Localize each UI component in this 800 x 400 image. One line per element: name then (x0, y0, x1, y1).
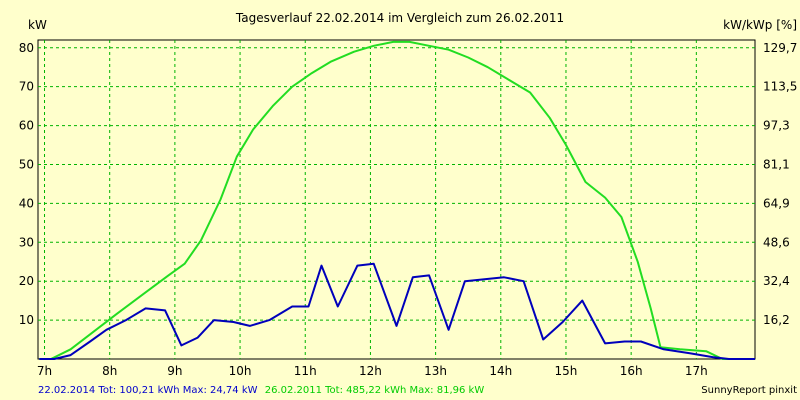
y-tick-label-left: 20 (19, 274, 34, 288)
x-tick-label: 12h (359, 364, 382, 378)
plot-border (37, 39, 756, 360)
series-line-22-02-2014 (39, 262, 755, 360)
y-tick-label-left: 10 (19, 313, 34, 327)
x-tick-label: 17h (685, 364, 708, 378)
y-tick-label-right: 97,3 (763, 119, 790, 133)
y-tick-label-left: 40 (19, 196, 34, 210)
x-tick-label: 14h (489, 364, 512, 378)
x-tick-label: 10h (229, 364, 252, 378)
y-tick-label-left: 50 (19, 157, 34, 171)
x-tick-label: 8h (102, 364, 117, 378)
x-tick-label: 11h (294, 364, 317, 378)
series-layer (39, 40, 755, 360)
legend-2011-stats: 26.02.2011 Tot: 485,22 kWh Max: 81,96 kW (265, 385, 485, 396)
x-tick-label: 16h (620, 364, 643, 378)
x-tick-label: 7h (37, 364, 52, 378)
y-tick-label-right: 48,6 (763, 235, 790, 249)
x-tick-label: 13h (424, 364, 447, 378)
plot-area (37, 39, 756, 360)
y-tick-label-right: 81,1 (763, 157, 790, 171)
y-tick-label-right: 16,2 (763, 313, 790, 327)
y-tick-label-right: 113,5 (763, 80, 797, 94)
series-line-26-02-2011 (39, 40, 755, 360)
y-tick-label-left: 60 (19, 119, 34, 133)
y-tick-label-right: 129,7 (763, 41, 797, 55)
left-axis-label: kW (28, 18, 47, 32)
y-tick-label-right: 64,9 (763, 196, 790, 210)
x-tick-label: 9h (167, 364, 182, 378)
x-tick-label: 15h (555, 364, 578, 378)
footer: 22.02.2014 Tot: 100,21 kWh Max: 24,74 kW… (38, 385, 797, 396)
right-axis-label: kW/kWp [%] (723, 18, 797, 32)
y-tick-label-left: 80 (19, 41, 34, 55)
y-tick-label-left: 30 (19, 235, 34, 249)
axis-ticks: 7h 8h 9h 10h 11h 12h 13h 14h 15h 16h 17h 10 20 30 40 50… (19, 41, 798, 378)
chart-title: Tagesverlauf 22.02.2014 im Vergleich zum… (235, 11, 564, 25)
y-tick-label-left: 70 (19, 80, 34, 94)
y-tick-label-right: 32,4 (763, 274, 790, 288)
footer-credit: SunnyReport pinxit (701, 385, 797, 396)
footer-legend: 22.02.2014 Tot: 100,21 kWh Max: 24,74 kW… (38, 385, 484, 396)
legend-2014-stats: 22.02.2014 Tot: 100,21 kWh Max: 24,74 kW (38, 385, 258, 396)
